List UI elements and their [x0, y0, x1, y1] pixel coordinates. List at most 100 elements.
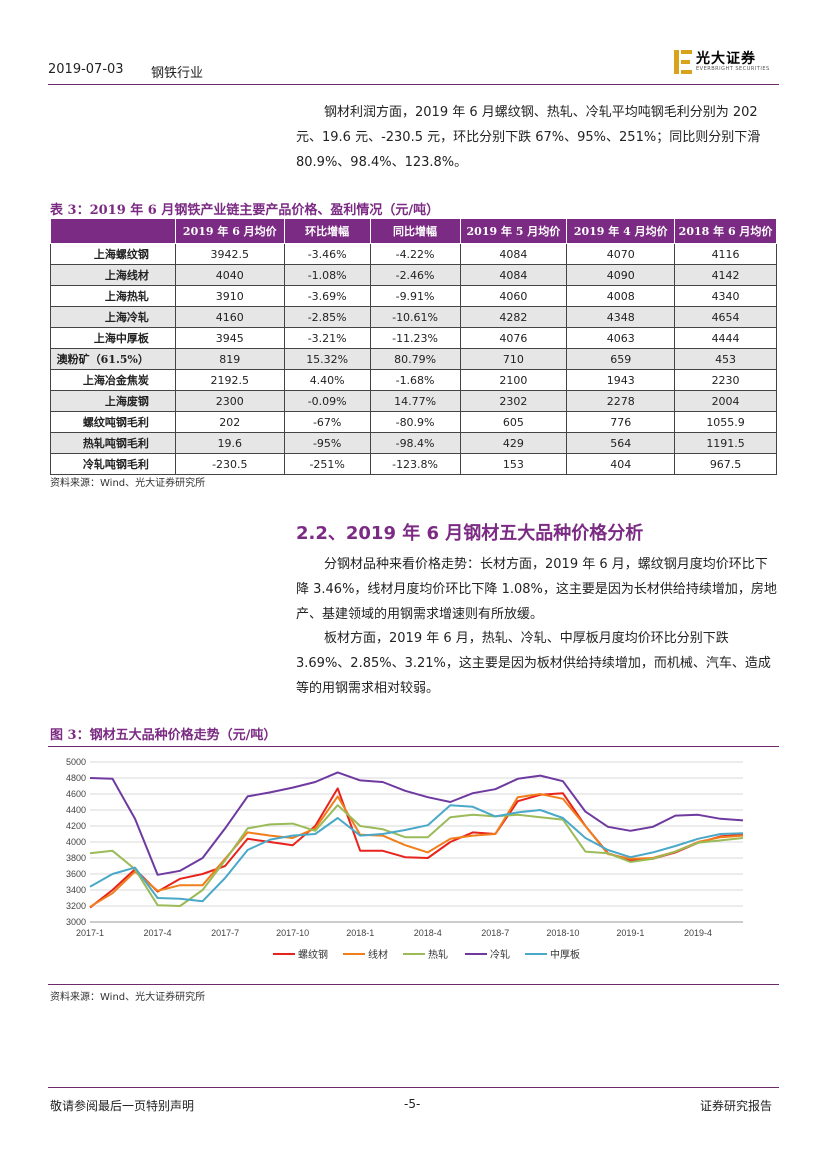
table-cell: 14.77%: [369, 390, 461, 412]
footer-report-type: 证券研究报告: [700, 1099, 773, 1113]
table-header-cell: 2019 年 5 月均价: [459, 218, 568, 244]
page-header: 2019-07-03 钢铁行业 光大证券 EVERBRIGHT SECURITI…: [48, 50, 779, 82]
table-cell: 4.40%: [283, 369, 371, 391]
row-label: 上海中厚板: [50, 327, 176, 349]
table-row: 澳粉矿（61.5%） 819 15.32% 80.79% 710 659 453: [50, 348, 777, 370]
page-number: -5-: [404, 1097, 421, 1111]
table-cell: -0.09%: [283, 390, 371, 412]
y-tick-label: 3000: [66, 917, 86, 927]
table-cell: 659: [566, 348, 676, 370]
table-row: 冷轧吨钢毛利 -230.5 -251% -123.8% 153 404 967.…: [50, 453, 777, 475]
table-row: 上海废钢 2300 -0.09% 14.77% 2302 2278 2004: [50, 390, 777, 412]
table-header-cell: 2019 年 4 月均价: [566, 218, 676, 244]
table-cell: 4070: [566, 243, 676, 265]
y-tick-label: 3200: [66, 901, 86, 911]
table-cell: 4160: [174, 306, 285, 328]
table-cell: 4654: [674, 306, 777, 328]
chart-legend: 螺纹钢 线材 热轧 冷轧 中厚板: [273, 948, 580, 961]
figure-source: 资料来源：Wind、光大证券研究所: [50, 992, 206, 1003]
row-label: 螺纹吨钢毛利: [50, 411, 176, 433]
table-cell: 2302: [459, 390, 568, 412]
table-cell: 2100: [459, 369, 568, 391]
x-tick-label: 2019-1: [616, 928, 644, 938]
table-cell: 710: [459, 348, 568, 370]
y-tick-label: 3400: [66, 885, 86, 895]
intro-paragraph: 钢材利润方面，2019 年 6 月螺纹钢、热轧、冷轧平均吨钢毛利分别为 202 …: [296, 105, 761, 170]
x-tick-label: 2018-1: [346, 928, 374, 938]
table-cell: 4040: [174, 264, 285, 286]
table-cell: 3945: [174, 327, 285, 349]
legend-label: 螺纹钢: [298, 948, 328, 961]
table-header-row: 2019 年 6 月均价 环比增幅 同比增幅 2019 年 5 月均价 2019…: [50, 218, 777, 244]
table-cell: -95%: [283, 432, 371, 454]
table-cell: 4060: [459, 285, 568, 307]
table-cell: 4090: [566, 264, 676, 286]
table-cell: 2278: [566, 390, 676, 412]
table-row: 热轧吨钢毛利 19.6 -95% -98.4% 429 564 1191.5: [50, 432, 777, 454]
table-row: 上海热轧 3910 -3.69% -9.91% 4060 4008 4340: [50, 285, 777, 307]
y-tick-label: 3600: [66, 869, 86, 879]
x-tick-label: 2019-4: [684, 928, 712, 938]
table-cell: -3.69%: [283, 285, 371, 307]
table-cell: 605: [459, 411, 568, 433]
table-cell: 153: [459, 453, 568, 475]
chart-grid: [90, 761, 743, 923]
table-row: 上海冷轧 4160 -2.85% -10.61% 4282 4348 4654: [50, 306, 777, 328]
row-label: 冷轧吨钢毛利: [50, 453, 176, 475]
legend-label: 中厚板: [550, 948, 580, 961]
table-caption: 表 3：2019 年 6 月钢铁产业链主要产品价格、盈利情况（元/吨）: [50, 203, 440, 218]
legend-label: 线材: [368, 948, 388, 961]
table-cell: 4142: [674, 264, 777, 286]
table-header-cell: [50, 218, 176, 244]
table-cell: -67%: [283, 411, 371, 433]
table-cell: 404: [566, 453, 676, 475]
table-cell: -98.4%: [369, 432, 461, 454]
series-line-螺纹钢: [89, 787, 744, 909]
y-tick-label: 4200: [66, 821, 86, 831]
table-cell: 776: [566, 411, 676, 433]
table-cell: 3942.5: [174, 243, 285, 265]
table-cell: 19.6: [174, 432, 285, 454]
table-row: 上海中厚板 3945 -3.21% -11.23% 4076 4063 4444: [50, 327, 777, 349]
table-row: 螺纹吨钢毛利 202 -67% -80.9% 605 776 1055.9: [50, 411, 777, 433]
y-axis-ticks: 3000 3200 3400 3600 3800 4000 4200 4400 4600 4800…: [66, 757, 86, 927]
row-label: 澳粉矿（61.5%）: [50, 348, 176, 370]
x-tick-label: 2018-4: [414, 928, 442, 938]
y-tick-label: 3800: [66, 853, 86, 863]
footer-disclaimer: 敬请参阅最后一页特别声明: [50, 1099, 195, 1113]
section-paragraph-2: 板材方面，2019 年 6 月，热轧、冷轧、中厚板月度均价环比分别下跌 3.69…: [296, 631, 771, 696]
x-tick-label: 2017-1: [76, 928, 104, 938]
table-header-cell: 2019 年 6 月均价: [174, 218, 285, 244]
table-cell: -11.23%: [369, 327, 461, 349]
table-cell: -251%: [283, 453, 371, 475]
logo-subtitle: EVERBRIGHT SECURITIES: [696, 66, 770, 72]
footer-divider: [48, 1087, 779, 1088]
table-cell: 4008: [566, 285, 676, 307]
price-trend-chart: 3000 3200 3400 3600 3800 4000 4200 4400 4600 4800…: [66, 757, 744, 961]
table-cell: 4348: [566, 306, 676, 328]
table-cell: -2.85%: [283, 306, 371, 328]
figure-top-divider: [48, 746, 779, 747]
chart-series: [89, 771, 744, 909]
series-line-热轧: [89, 804, 744, 907]
section-title: 2.2、2019 年 6 月钢材五大品种价格分析: [296, 523, 644, 544]
table-cell: 564: [566, 432, 676, 454]
row-label: 上海废钢: [50, 390, 176, 412]
table-cell: 429: [459, 432, 568, 454]
y-tick-label: 4800: [66, 773, 86, 783]
table-cell: -1.08%: [283, 264, 371, 286]
table-cell: -3.21%: [283, 327, 371, 349]
table-cell: 4444: [674, 327, 777, 349]
report-date: 2019-07-03: [48, 62, 124, 77]
table-cell: 819: [174, 348, 285, 370]
table-cell: 1943: [566, 369, 676, 391]
table-cell: -123.8%: [369, 453, 461, 475]
table-cell: 15.32%: [283, 348, 371, 370]
y-tick-label: 4400: [66, 805, 86, 815]
table-cell: -230.5: [174, 453, 285, 475]
table-cell: 4116: [674, 243, 777, 265]
header-divider: [48, 84, 779, 85]
row-label: 上海热轧: [50, 285, 176, 307]
x-tick-label: 2018-7: [481, 928, 509, 938]
legend-label: 冷轧: [490, 948, 510, 961]
